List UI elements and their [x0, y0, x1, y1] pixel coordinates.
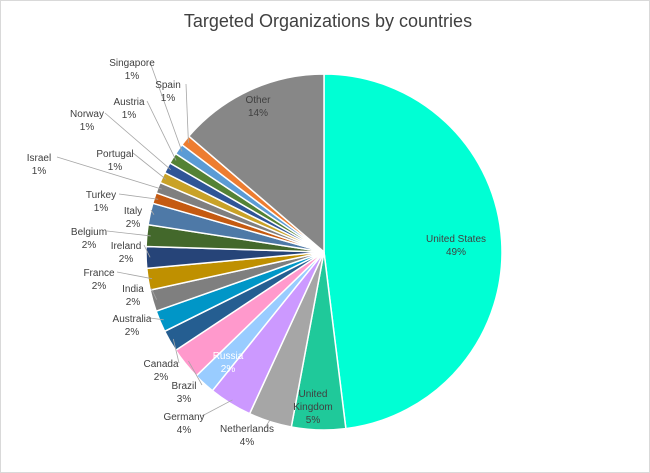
leader-line: [104, 112, 171, 170]
slice-label-india: India 2%: [122, 284, 144, 308]
pie-slice-other: [187, 73, 325, 254]
slice-label-belgium: Belgium 2%: [71, 227, 107, 251]
chart-title: Targeted Organizations by countries: [184, 11, 472, 31]
leader-line: [146, 100, 177, 161]
slice-label-italy: Italy 2%: [124, 206, 142, 230]
slice-label-spain: Spain 1%: [155, 80, 181, 104]
leader-line: [106, 230, 151, 237]
leader-line: [185, 83, 189, 143]
slice-label-other: Other 14%: [245, 95, 271, 119]
pie-slices: [145, 73, 503, 431]
slice-label-israel: Israel 1%: [27, 153, 51, 177]
leader-line: [132, 152, 167, 180]
slice-label-singapore: Singapore 1%: [109, 58, 155, 82]
slice-label-united-states: United States 49%: [426, 234, 486, 258]
leader-line: [188, 360, 203, 386]
leader-line: [116, 271, 153, 280]
leader-line: [201, 399, 233, 417]
slice-label-france: France 2%: [83, 268, 115, 292]
slice-label-canada: Canada 2%: [143, 359, 178, 383]
slice-label-germany: Germany 4%: [163, 412, 204, 436]
slice-label-russia: Russia 2%: [213, 351, 244, 375]
slice-label-ireland: Ireland 2%: [111, 241, 142, 265]
leader-line: [149, 317, 164, 321]
slice-label-turkey: Turkey 1%: [86, 190, 116, 214]
slice-labels: United States 49% United Kingdom 5% Netherlan…: [27, 58, 486, 448]
leader-line: [172, 338, 180, 364]
leader-line: [118, 193, 159, 200]
slice-label-brazil: Brazil 3%: [171, 381, 196, 405]
leader-line: [56, 156, 162, 190]
slice-label-portugal: Portugal 1%: [96, 149, 133, 173]
leader-line: [143, 244, 151, 258]
leader-line: [264, 417, 272, 429]
leader-line: [150, 287, 158, 300]
leader-lines: [56, 61, 272, 429]
slice-label-netherlands: Netherlands 4%: [220, 424, 274, 448]
slice-label-australia: Australia 2%: [113, 314, 152, 338]
slice-label-norway: Norway 1%: [70, 109, 104, 133]
slice-label-united-kingdom: United Kingdom 5%: [293, 389, 332, 426]
leader-line: [150, 209, 155, 215]
slice-label-austria: Austria 1%: [113, 97, 145, 121]
leader-line: [149, 61, 183, 152]
pie-slice-united-states: [323, 73, 503, 430]
